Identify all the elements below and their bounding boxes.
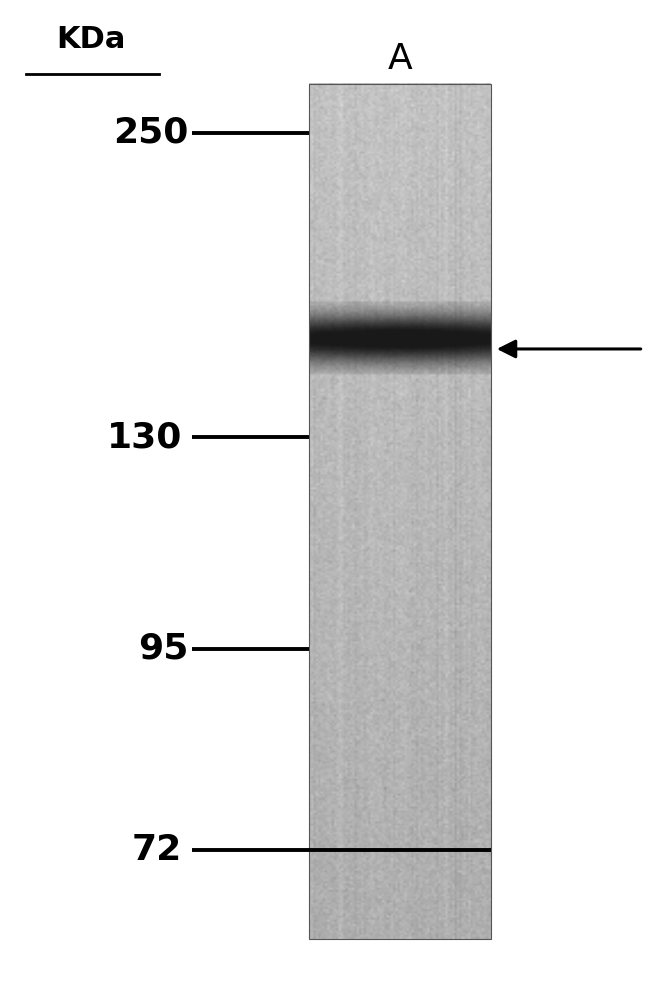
Text: 130: 130 [107,421,182,454]
Bar [309,84,491,939]
Text: 95: 95 [138,632,188,665]
Text: KDa: KDa [57,25,125,54]
Text: A: A [387,42,412,76]
Text: 72: 72 [132,834,182,867]
Text: 250: 250 [113,116,188,149]
